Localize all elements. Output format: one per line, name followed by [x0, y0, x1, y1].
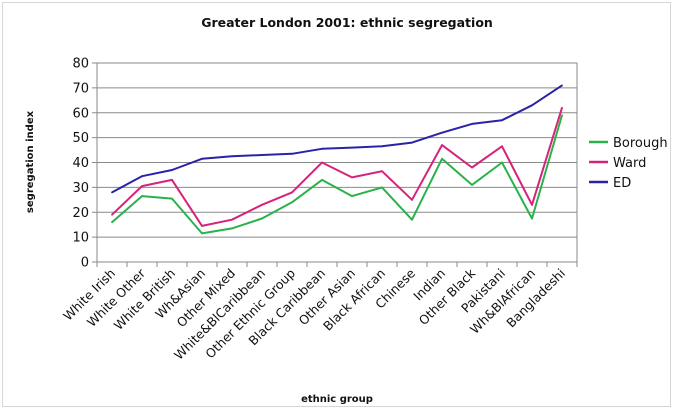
- y-tick-label: 80: [72, 57, 89, 72]
- data-point: [501, 145, 503, 148]
- data-point: [201, 232, 203, 235]
- data-point: [261, 203, 263, 206]
- data-point: [501, 161, 503, 164]
- data-point: [561, 84, 563, 87]
- data-point: [411, 141, 413, 144]
- data-point: [381, 170, 383, 173]
- legend-label: Ward: [613, 156, 646, 171]
- y-tick-label: 20: [72, 206, 89, 221]
- y-tick-label: 60: [72, 106, 89, 121]
- series-line-ward: [111, 107, 563, 227]
- data-point: [171, 179, 173, 181]
- data-point: [231, 155, 233, 158]
- data-point: [111, 191, 113, 194]
- legend-label: Borough: [613, 136, 668, 151]
- data-point: [561, 106, 563, 109]
- data-point: [351, 195, 353, 197]
- data-point: [441, 157, 443, 160]
- data-point: [231, 227, 233, 230]
- data-point: [531, 217, 533, 220]
- data-point: [441, 131, 443, 134]
- data-point: [471, 166, 473, 169]
- y-tick-label: 0: [81, 256, 89, 271]
- data-point: [291, 191, 293, 194]
- data-point: [471, 183, 473, 186]
- legend: Borough Ward ED: [589, 136, 668, 191]
- data-point: [171, 169, 173, 171]
- series-line-ed: [111, 84, 563, 194]
- data-point: [321, 161, 323, 164]
- y-tick-label: 10: [72, 231, 89, 246]
- data-point: [531, 104, 533, 107]
- data-point: [291, 201, 293, 204]
- data-point: [321, 147, 323, 150]
- data-point: [111, 213, 113, 216]
- data-point: [351, 176, 353, 179]
- y-axis-title: segregation index: [25, 110, 36, 213]
- data-point: [171, 197, 173, 200]
- data-point: [411, 198, 413, 201]
- data-point: [501, 119, 503, 122]
- data-point: [561, 114, 563, 117]
- data-point: [321, 179, 323, 181]
- data-point: [141, 195, 143, 197]
- y-axis-ticks: 0 10 20 30 40 50 60 70 80: [72, 57, 97, 271]
- series-lines: [111, 84, 563, 235]
- y-tick-label: 40: [72, 156, 89, 171]
- data-point: [261, 217, 263, 220]
- data-point: [231, 218, 233, 221]
- series-line-borough: [111, 114, 563, 235]
- data-point: [141, 185, 143, 188]
- data-point: [141, 175, 143, 178]
- y-tick-label: 50: [72, 131, 89, 146]
- data-point: [471, 123, 473, 125]
- data-point: [201, 157, 203, 160]
- data-point: [381, 145, 383, 148]
- data-point: [411, 218, 413, 221]
- x-axis-title: ethnic group: [301, 394, 373, 405]
- data-point: [291, 152, 293, 155]
- data-point: [111, 221, 113, 224]
- chart-title: Greater London 2001: ethnic segregation: [201, 15, 493, 30]
- data-point: [441, 144, 443, 146]
- data-point: [261, 154, 263, 156]
- data-point: [201, 225, 203, 227]
- data-point: [381, 186, 383, 189]
- y-tick-label: 30: [72, 181, 89, 196]
- y-tick-label: 70: [72, 81, 89, 96]
- data-point: [531, 203, 533, 206]
- legend-label: ED: [613, 176, 631, 191]
- data-point: [351, 146, 353, 149]
